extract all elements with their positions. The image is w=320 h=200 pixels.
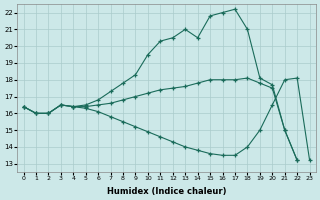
X-axis label: Humidex (Indice chaleur): Humidex (Indice chaleur): [107, 187, 226, 196]
